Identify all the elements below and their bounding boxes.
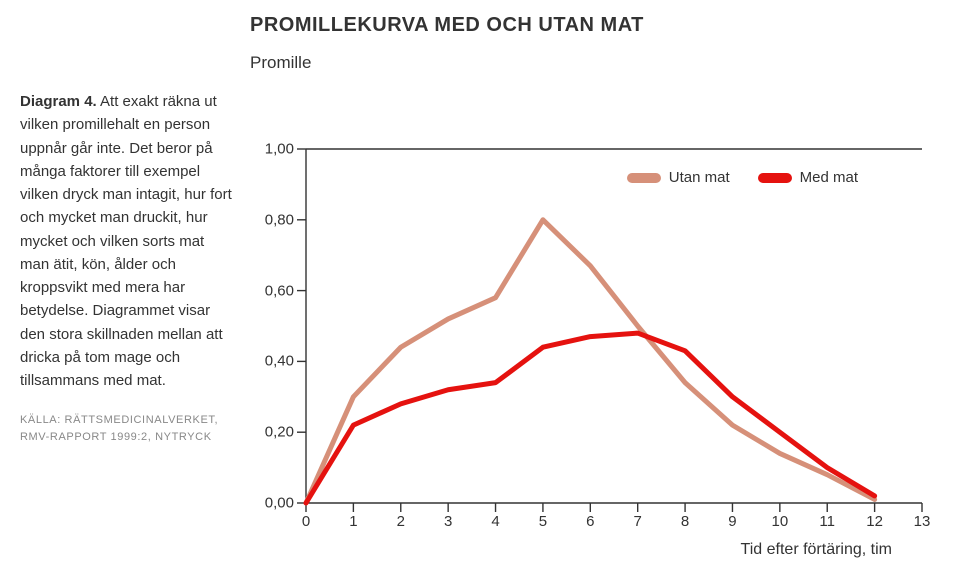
ytick-label: 0,60 <box>265 282 294 299</box>
ytick-label: 0,40 <box>265 353 294 370</box>
source-line-1: KÄLLA: RÄTTSMEDICINALVERKET, <box>20 414 218 426</box>
legend-label-utan-mat: Utan mat <box>669 169 730 186</box>
xtick-label: 13 <box>914 513 931 530</box>
x-axis-title: Tid efter förtäring, tim <box>741 541 892 559</box>
chart-title: PROMILLEKURVA MED OCH UTAN MAT <box>250 14 940 37</box>
caption-column: Diagram 4. Att exakt räkna ut vilken pro… <box>0 0 250 572</box>
legend-item-utan-mat: Utan mat <box>627 169 730 186</box>
chart-column: PROMILLEKURVA MED OCH UTAN MAT Promille … <box>250 0 960 572</box>
xtick-label: 11 <box>819 513 835 530</box>
chart-svg <box>250 83 930 543</box>
caption-body: Att exakt räkna ut vilken promillehalt e… <box>20 93 232 389</box>
xtick-label: 7 <box>634 513 642 530</box>
xtick-label: 3 <box>444 513 452 530</box>
xtick-label: 1 <box>349 513 357 530</box>
legend-swatch-utan-mat <box>627 173 661 183</box>
xtick-label: 2 <box>397 513 405 530</box>
legend: Utan mat Med mat <box>627 169 858 186</box>
xtick-label: 6 <box>586 513 594 530</box>
chart-area: Utan mat Med mat Tid efter förtäring, ti… <box>250 83 930 543</box>
page: Diagram 4. Att exakt räkna ut vilken pro… <box>0 0 960 572</box>
source-line-2: RMV-RAPPORT 1999:2, NYTRYCK <box>20 431 212 443</box>
y-axis-title: Promille <box>250 53 940 73</box>
caption-paragraph: Diagram 4. Att exakt räkna ut vilken pro… <box>20 90 234 392</box>
legend-swatch-med-mat <box>758 173 792 183</box>
xtick-label: 12 <box>866 513 883 530</box>
xtick-label: 0 <box>302 513 310 530</box>
xtick-label: 8 <box>681 513 689 530</box>
ytick-label: 0,00 <box>265 495 294 512</box>
source-block: KÄLLA: RÄTTSMEDICINALVERKET, RMV-RAPPORT… <box>20 412 234 445</box>
legend-item-med-mat: Med mat <box>758 169 858 186</box>
ytick-label: 0,20 <box>265 424 294 441</box>
xtick-label: 10 <box>772 513 789 530</box>
xtick-label: 5 <box>539 513 547 530</box>
ytick-label: 0,80 <box>265 211 294 228</box>
caption-title: Diagram 4. <box>20 93 97 110</box>
xtick-label: 9 <box>728 513 736 530</box>
xtick-label: 4 <box>491 513 499 530</box>
legend-label-med-mat: Med mat <box>800 169 858 186</box>
ytick-label: 1,00 <box>265 141 294 158</box>
